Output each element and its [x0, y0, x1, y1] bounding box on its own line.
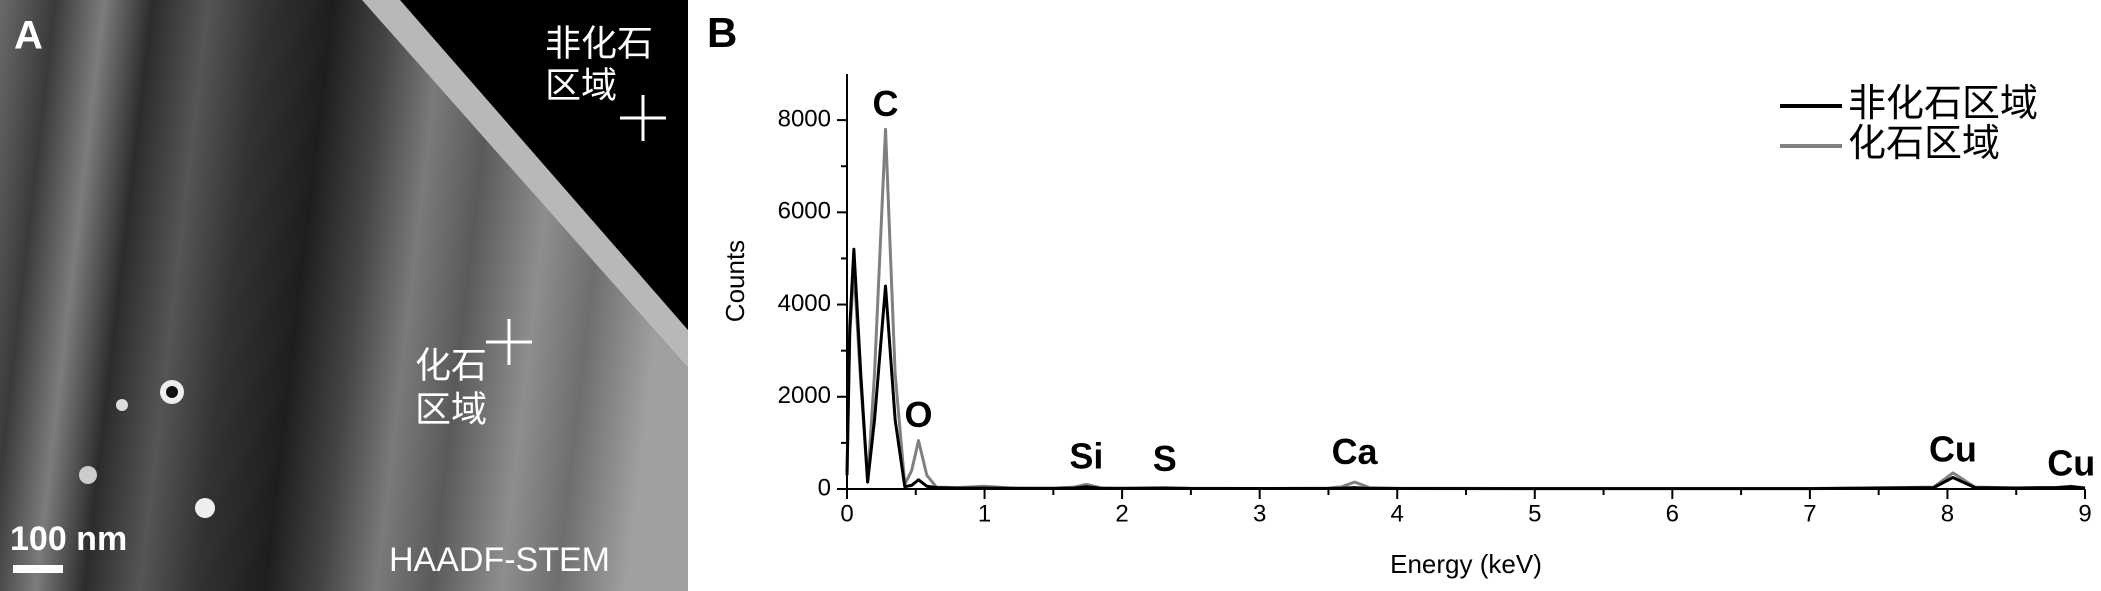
y-tick-label: 8000 — [778, 105, 831, 132]
y-tick-label: 2000 — [778, 382, 831, 409]
imaging-mode: HAADF-STEM — [389, 541, 610, 579]
legend-label: 非化石区域 — [1848, 83, 2038, 125]
y-tick-label: 6000 — [778, 198, 831, 225]
x-tick-label: 6 — [1666, 500, 1679, 527]
cross-marker — [486, 319, 532, 365]
x-tick-label: 3 — [1253, 500, 1266, 527]
x-tick-label: 8 — [1941, 500, 1954, 527]
peak-label: C — [873, 83, 899, 124]
peak-label: S — [1153, 438, 1177, 479]
particle — [116, 399, 128, 411]
peak-label: O — [905, 394, 933, 435]
x-tick-label: 2 — [1115, 500, 1128, 527]
region-label: 非化石 — [545, 23, 653, 64]
x-tick-label: 7 — [1803, 500, 1816, 527]
panel-label: B — [707, 9, 737, 56]
x-tick-label: 0 — [840, 500, 853, 527]
region-label: 化石 — [415, 345, 487, 386]
y-tick-label: 0 — [818, 474, 831, 501]
legend-label: 化石区域 — [1848, 123, 2000, 165]
panel-label: A — [14, 14, 43, 58]
region-label: 区域 — [415, 389, 487, 430]
particle — [79, 466, 97, 484]
scale-bar-label: 100 nm — [10, 520, 127, 558]
peak-label: Cu — [2047, 442, 2095, 483]
y-axis-label: Counts — [720, 240, 750, 322]
particle-hole — [166, 386, 178, 398]
peak-label: Si — [1069, 436, 1103, 477]
particle — [195, 498, 215, 518]
x-tick-label: 1 — [978, 500, 991, 527]
specimen — [0, 0, 688, 591]
x-tick-label: 4 — [1391, 500, 1404, 527]
stem-image: A 非化石 区域 化石 区域 100 nm HAADF-STEM — [0, 0, 688, 591]
x-tick-label: 9 — [2078, 500, 2091, 527]
y-tick-label: 4000 — [778, 290, 831, 317]
cross-marker — [620, 95, 666, 141]
eds-spectrum: B 0 2000 4000 6000 8000 0 1 2 3 4 5 6 7 8 9 Energy (keV)… — [707, 9, 2095, 579]
peak-label: Ca — [1332, 431, 1379, 472]
scale-bar — [13, 565, 63, 573]
spectrum-line — [845, 247, 2086, 491]
region-label: 区域 — [545, 65, 617, 106]
x-tick-label: 5 — [1528, 500, 1541, 527]
specimen-edge — [362, 0, 688, 368]
peak-label: Cu — [1929, 429, 1977, 470]
x-axis-label: Energy (keV) — [1390, 549, 1542, 579]
spectrum-line — [845, 127, 2086, 491]
